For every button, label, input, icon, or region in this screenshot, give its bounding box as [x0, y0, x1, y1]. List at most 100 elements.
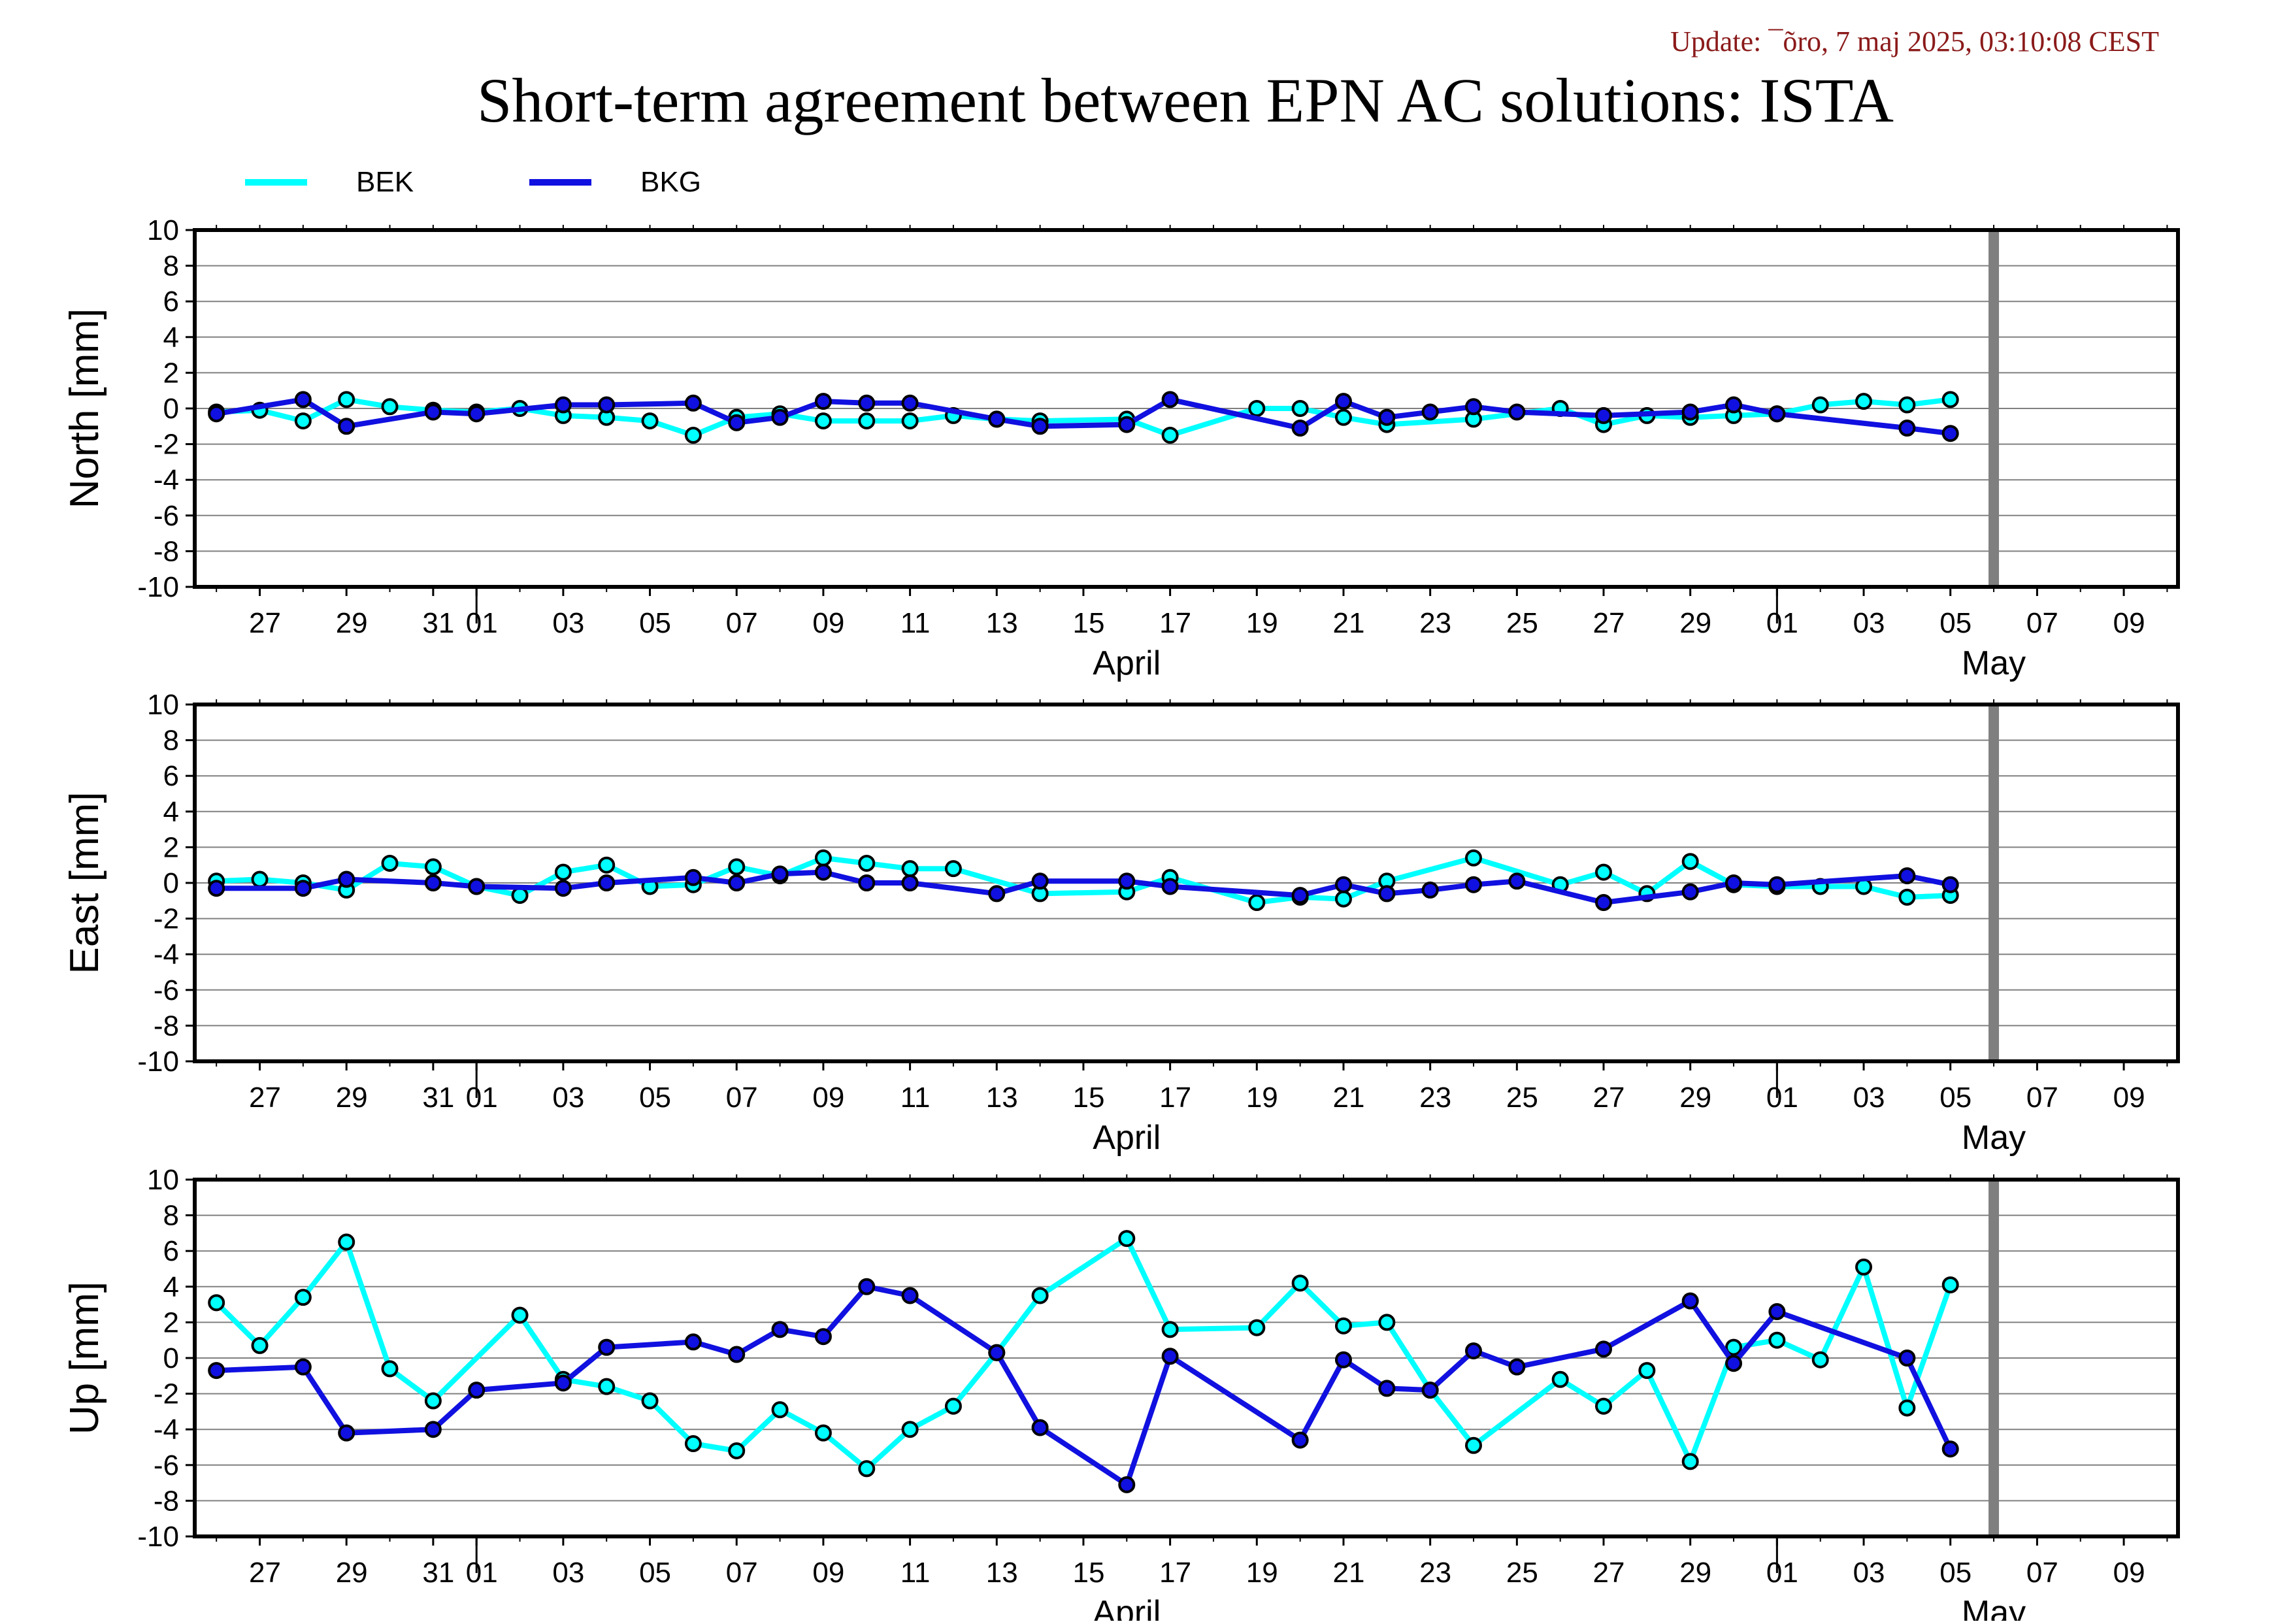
y-tick-label: -2 — [154, 903, 179, 935]
y-tick-label: 6 — [163, 1235, 179, 1267]
data-point-bek — [511, 1306, 529, 1324]
data-point-bek — [1595, 863, 1613, 881]
data-point-bek — [294, 1289, 312, 1306]
x-tick-label: 31 — [422, 1082, 454, 1114]
y-tick-label: 0 — [163, 393, 179, 425]
data-point-bkg — [294, 391, 312, 408]
data-point-bkg — [901, 394, 919, 412]
x-tick-label: 31 — [422, 1557, 454, 1589]
data-point-bek — [901, 412, 919, 430]
x-tick-label: 17 — [1159, 1082, 1191, 1114]
legend: BEK BKG — [245, 166, 701, 198]
data-point-bkg — [771, 408, 789, 426]
data-point-bek — [728, 1442, 746, 1459]
data-point-bek — [684, 1435, 702, 1453]
data-point-bek — [251, 1336, 269, 1354]
data-point-bek — [424, 858, 442, 876]
data-point-bkg — [468, 878, 486, 895]
data-point-bek — [511, 887, 529, 904]
month-label: May — [1962, 1119, 2026, 1157]
x-tick-label: 13 — [986, 1082, 1018, 1114]
y-tick-label: 0 — [163, 867, 179, 899]
x-tick-label: 09 — [812, 1082, 844, 1114]
data-point-bek — [1811, 1351, 1829, 1368]
data-point-bek — [1334, 1317, 1352, 1334]
x-tick-label: 27 — [249, 607, 281, 639]
data-point-bek — [1464, 849, 1482, 867]
x-tick-label: 27 — [1593, 1557, 1625, 1589]
x-tick-label: 27 — [249, 1557, 281, 1589]
y-tick-label: -4 — [154, 938, 179, 970]
data-point-bkg — [901, 1287, 919, 1304]
panel-1: 10 8 6 42 0 -2-4 -6-8 -10 North [mm] 27 29 31 01 03 05… — [62, 214, 2180, 682]
data-point-bek — [1855, 1258, 1873, 1276]
x-tick-label: 09 — [2113, 607, 2145, 639]
data-point-bkg — [684, 1333, 702, 1351]
data-point-bek — [1334, 408, 1352, 426]
x-tick-label: 01 — [1766, 1082, 1798, 1114]
data-point-bek — [814, 849, 832, 867]
data-point-bkg — [858, 1278, 876, 1295]
data-point-bek — [1855, 393, 1873, 410]
data-point-bek — [1161, 426, 1179, 444]
data-point-bek — [1681, 1453, 1699, 1470]
y-tick-label: -2 — [154, 429, 179, 461]
y-tick-label: 2 — [163, 831, 179, 863]
panel-2: 10 86 42 0 -2-4 -6 -8 -10 East [mm] 27 29 31 01 03 05 0… — [62, 689, 2180, 1157]
y-tick-label: 8 — [163, 725, 179, 757]
x-tick-label: 29 — [336, 1082, 368, 1114]
data-point-bkg — [554, 880, 572, 897]
month-label: May — [1962, 644, 2026, 682]
x-tick-label: 03 — [552, 1082, 584, 1114]
data-point-bkg — [1768, 1303, 1786, 1321]
data-point-bek — [1811, 396, 1829, 414]
y-tick-label: -8 — [154, 535, 179, 567]
y-tick-label: -8 — [154, 1010, 179, 1042]
y-tick-label: 10 — [147, 689, 179, 721]
data-point-bkg — [858, 874, 876, 891]
data-point-bek — [424, 1392, 442, 1410]
data-point-bkg — [814, 393, 832, 410]
y-tick-label: -4 — [154, 464, 179, 496]
data-point-bek — [1291, 400, 1309, 417]
data-point-bkg — [988, 410, 1006, 428]
data-point-bkg — [1681, 1292, 1699, 1310]
x-tick-label: 03 — [1853, 1557, 1885, 1589]
data-point-bkg — [858, 394, 876, 412]
x-tick-label: 15 — [1072, 1557, 1104, 1589]
data-point-bkg — [598, 396, 616, 414]
data-point-bek — [944, 1397, 962, 1415]
x-tick-label: 09 — [812, 607, 844, 639]
x-tick-label: 21 — [1333, 1082, 1365, 1114]
x-tick-label: 05 — [639, 1082, 671, 1114]
x-tick-label: 09 — [2113, 1557, 2145, 1589]
data-point-bkg — [424, 403, 442, 421]
data-point-bkg — [1941, 425, 1959, 442]
y-tick-label: 2 — [163, 357, 179, 389]
data-point-bkg — [728, 874, 746, 891]
data-point-bkg — [1725, 396, 1743, 414]
data-point-bkg — [1725, 1355, 1743, 1372]
data-point-bkg — [1898, 1350, 1916, 1367]
data-point-bkg — [1421, 403, 1439, 421]
update-timestamp: Update: ¯õro, 7 maj 2025, 03:10:08 CEST — [1670, 25, 2159, 58]
x-tick-label: 25 — [1506, 607, 1538, 639]
data-point-bkg — [1768, 405, 1786, 423]
month-label: April — [1093, 644, 1161, 682]
data-point-bek — [1725, 1338, 1743, 1356]
data-point-bkg — [1681, 403, 1699, 421]
data-point-bek — [338, 391, 355, 408]
data-point-bkg — [1464, 876, 1482, 893]
data-point-bkg — [1161, 878, 1179, 895]
data-point-bek — [1291, 1274, 1309, 1292]
data-point-bek — [728, 858, 746, 876]
x-tick-label: 05 — [1939, 607, 1971, 639]
month-label: April — [1093, 1119, 1161, 1157]
data-point-bek — [858, 854, 876, 872]
data-point-bkg — [598, 874, 616, 891]
data-point-bkg — [1464, 1342, 1482, 1360]
data-point-bkg — [988, 885, 1006, 903]
data-point-bkg — [208, 405, 225, 423]
data-point-bek — [1898, 1399, 1916, 1417]
